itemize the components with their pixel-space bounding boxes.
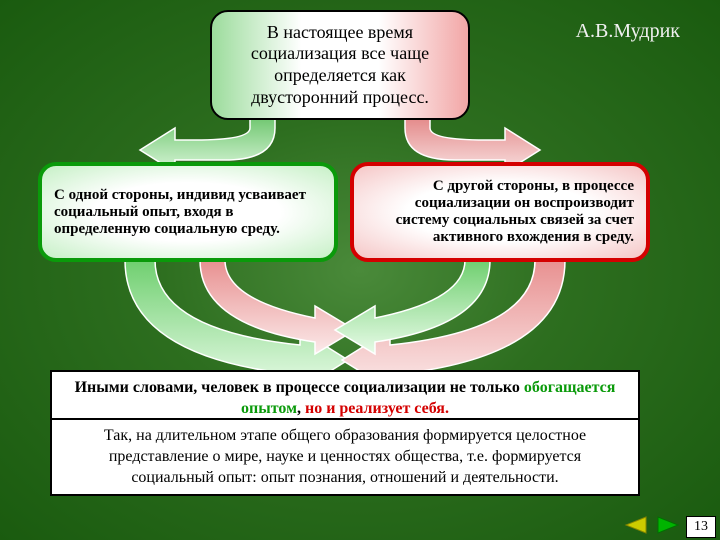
top-concept-box: В настоящее время социализация все чаще … [210,10,470,120]
slide-number: 13 [686,516,716,538]
prev-button[interactable] [622,514,650,536]
summary1-red: но и реализует себя. [305,400,449,417]
summary1-part-c: , [297,400,305,417]
summary-box-2: Так, на длительном этапе общего образова… [50,418,640,496]
left-aspect-box: С одной стороны, индивид усваивает социа… [38,162,338,262]
top-concept-text: В настоящее время социализация все чаще … [222,22,458,108]
summary1-part-a: Иными словами, человек в процессе социал… [75,379,524,396]
arrow-right-icon [654,514,682,536]
right-aspect-box: С другой стороны, в процессе социализаци… [350,162,650,262]
summary2-text: Так, на длительном этапе общего образова… [104,427,586,486]
next-button[interactable] [654,514,682,536]
left-aspect-text: С одной стороны, индивид усваивает социа… [54,187,322,238]
right-aspect-text: С другой стороны, в процессе социализаци… [366,178,634,246]
arrow-left-icon [622,514,650,536]
